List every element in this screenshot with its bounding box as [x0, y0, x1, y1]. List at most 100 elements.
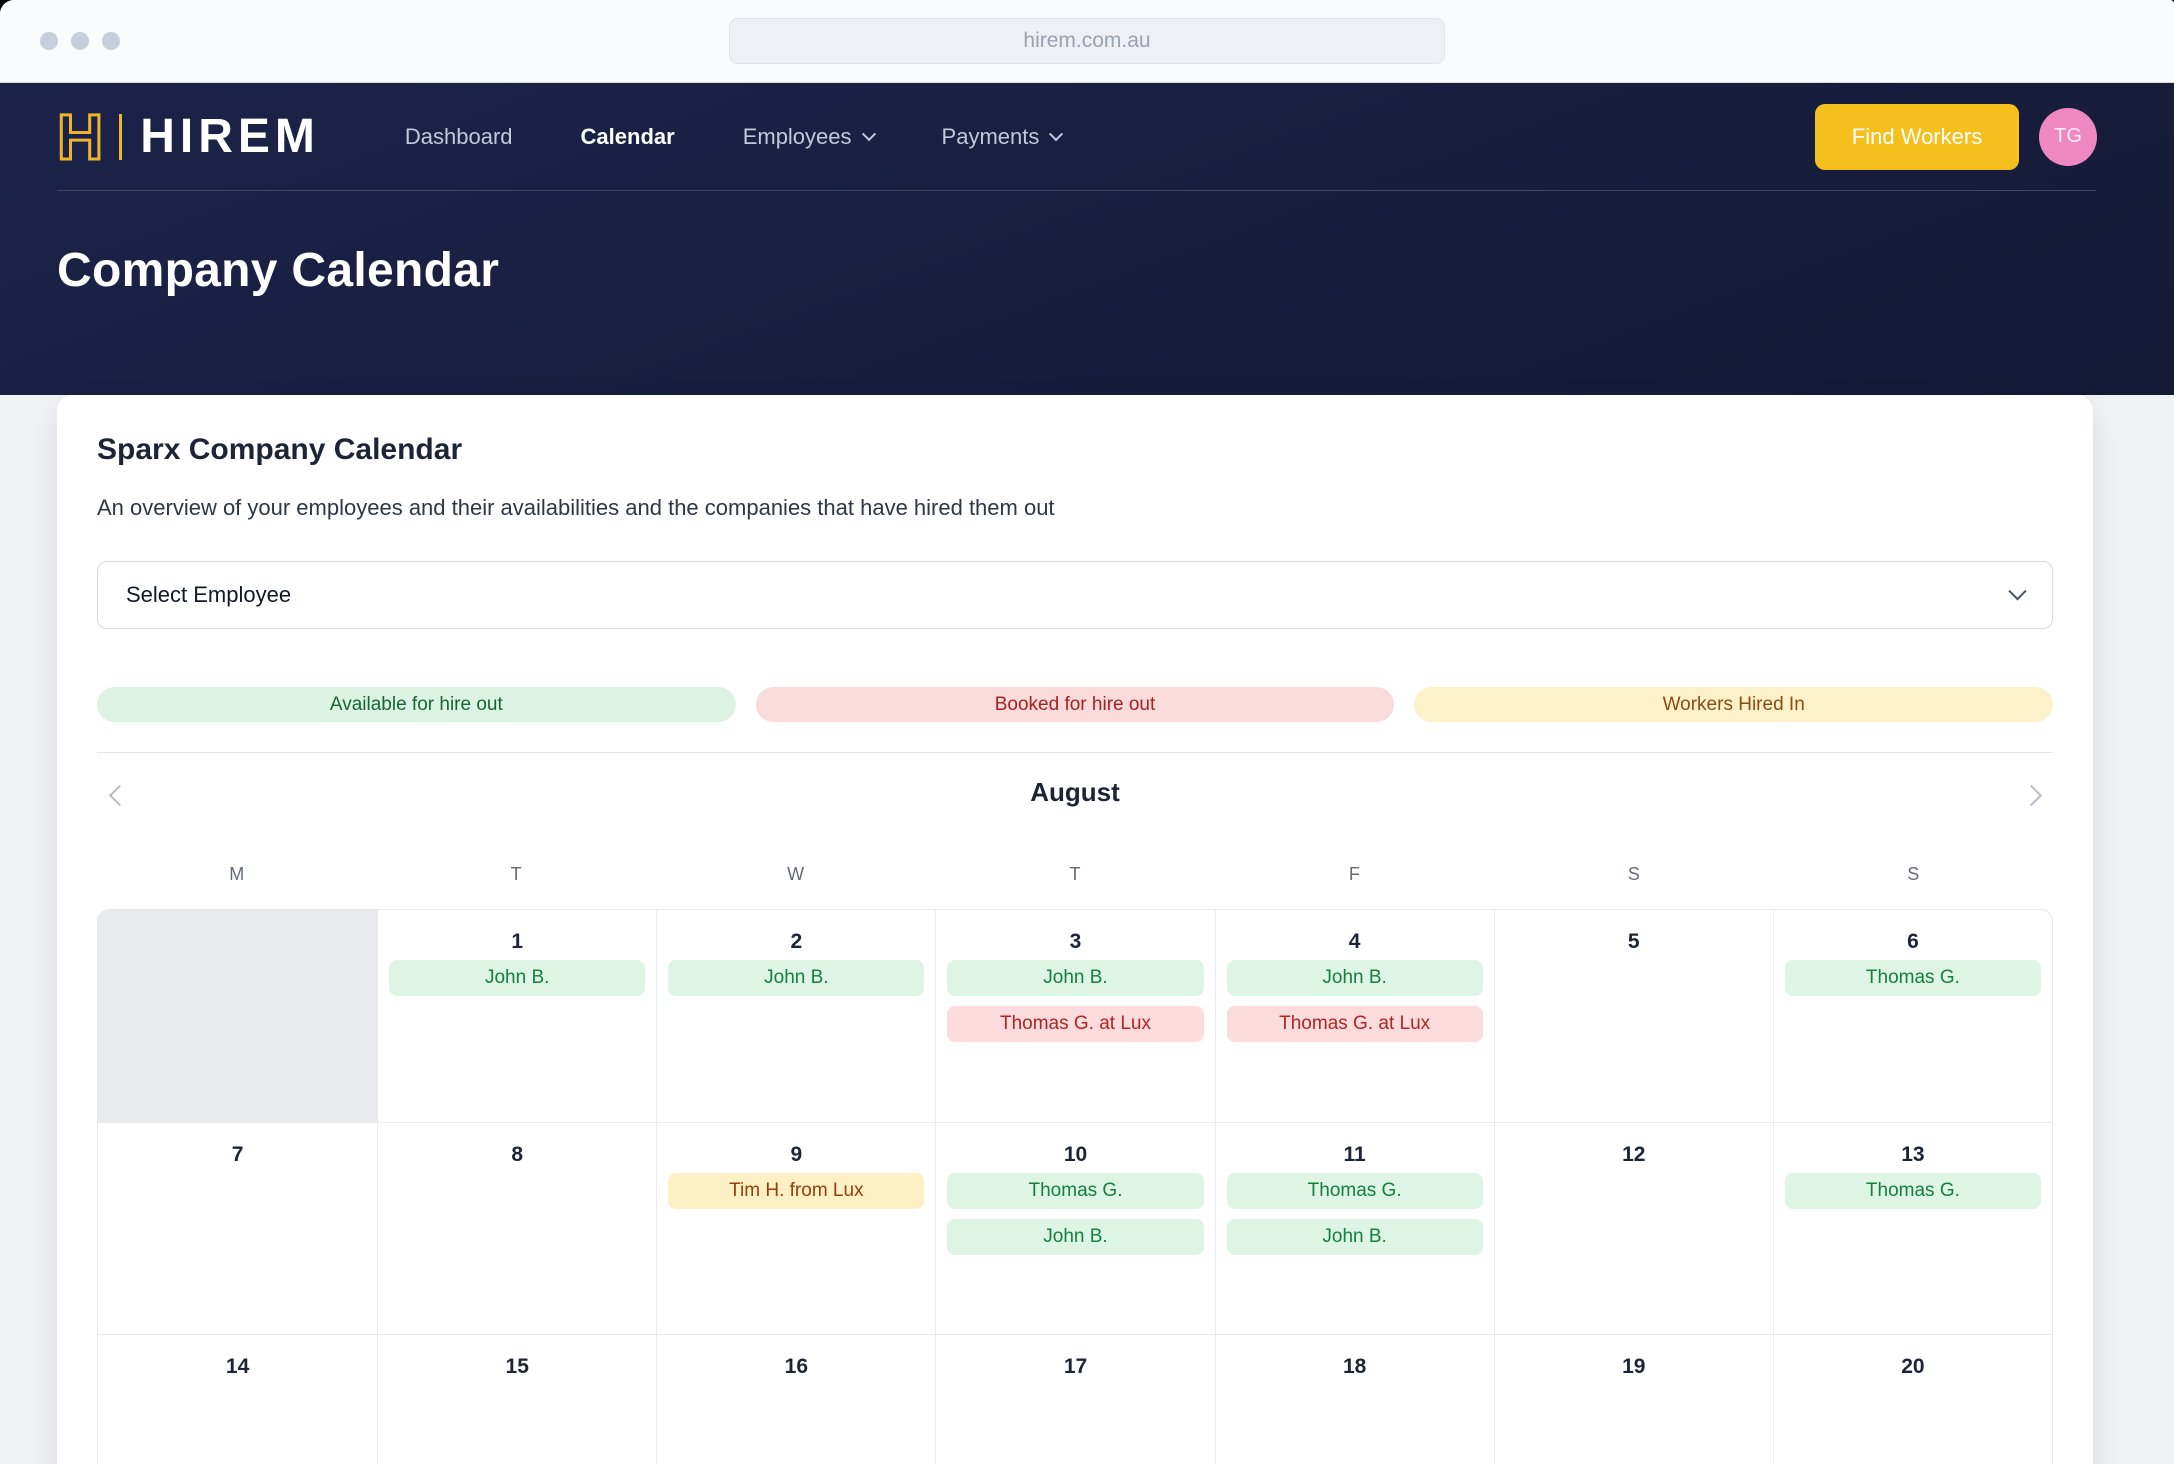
nav-item-calendar[interactable]: Calendar — [581, 124, 675, 150]
weekday-label: M — [229, 864, 245, 884]
url-text: hirem.com.au — [1023, 29, 1151, 52]
nav-item-payments[interactable]: Payments — [942, 124, 1064, 150]
event-chip[interactable]: Thomas G. at Lux — [1226, 1006, 1483, 1042]
chevron-right-icon — [2020, 784, 2042, 806]
calendar-week-row: 1 John B. 2 John B. 3 John B. Thomas G. at Lux… — [98, 910, 2052, 1122]
user-avatar[interactable]: TG — [2039, 107, 2097, 166]
window-control-dot[interactable] — [71, 32, 89, 50]
find-workers-button[interactable]: Find Workers — [1815, 103, 2019, 170]
calendar-prev-button[interactable] — [99, 777, 139, 813]
day-number: 15 — [505, 1355, 529, 1378]
weekday-header-row: M T W T F S S — [97, 864, 2053, 885]
company-calendar-card: Sparx Company Calendar An overview of yo… — [57, 395, 2093, 1464]
calendar-cell-day-15[interactable]: 15 — [377, 1335, 656, 1464]
day-number: 7 — [231, 1143, 244, 1166]
day-number: 14 — [225, 1355, 250, 1378]
url-bar[interactable]: hirem.com.au — [729, 18, 1445, 64]
calendar-legend: Available for hire out Booked for hire o… — [97, 687, 2054, 722]
month-navigation: August — [97, 753, 2053, 808]
day-number: 4 — [1348, 930, 1361, 953]
chevron-down-icon — [1049, 126, 1064, 141]
legend-pill-booked: Booked for hire out — [755, 687, 1395, 722]
legend-pill-hired-in: Workers Hired In — [1414, 687, 2054, 722]
chevron-left-icon — [108, 784, 130, 806]
day-number: 8 — [511, 1143, 524, 1166]
calendar-next-button[interactable] — [2011, 777, 2051, 813]
weekday-label: S — [1627, 864, 1640, 884]
calendar-cell-day-8[interactable]: 8 — [377, 1123, 656, 1334]
day-number: 16 — [784, 1355, 809, 1378]
calendar-cell-day-13[interactable]: 13 Thomas G. — [1772, 1123, 2052, 1334]
weekday-label: W — [787, 864, 805, 884]
day-number: 9 — [790, 1143, 803, 1166]
nav-item-label: Employees — [742, 123, 852, 149]
event-chip[interactable]: Thomas G. — [1784, 960, 2041, 996]
brand-logo[interactable]: H HIREM — [55, 100, 320, 173]
nav-item-label: Calendar — [580, 123, 675, 149]
chevron-down-icon — [2008, 581, 2027, 600]
event-list: Thomas G. — [1774, 960, 2052, 996]
event-list: Thomas G. John B. — [936, 1173, 1214, 1255]
calendar-cell-day-10[interactable]: 10 Thomas G. John B. — [935, 1123, 1214, 1334]
calendar-cell-day-16[interactable]: 16 — [656, 1335, 935, 1464]
weekday-label: T — [1069, 864, 1081, 884]
day-number: 11 — [1343, 1143, 1366, 1166]
calendar-cell-day-3[interactable]: 3 John B. Thomas G. at Lux — [935, 910, 1214, 1122]
day-number: 20 — [1901, 1355, 1925, 1378]
calendar-cell-day-1[interactable]: 1 John B. — [377, 910, 656, 1122]
employee-select-value: Select Employee — [126, 582, 292, 607]
event-list: Thomas G. — [1774, 1173, 2052, 1209]
calendar-cell-day-7[interactable]: 7 — [98, 1123, 377, 1334]
calendar-cell-day-11[interactable]: 11 Thomas G. John B. — [1214, 1123, 1494, 1334]
weekday-label: F — [1348, 864, 1360, 884]
event-chip[interactable]: Thomas G. — [947, 1173, 1204, 1209]
nav-links: Dashboard Calendar Employees Payments — [405, 123, 1064, 150]
event-list: John B. Thomas G. at Lux — [936, 960, 1214, 1042]
calendar-cell-empty[interactable] — [98, 910, 378, 1122]
event-chip[interactable]: John B. — [668, 960, 925, 996]
brand-mark: H — [55, 100, 104, 173]
chevron-down-icon — [861, 126, 876, 141]
page-title: Company Calendar — [57, 244, 500, 297]
browser-chrome: hirem.com.au — [0, 0, 2174, 83]
event-chip[interactable]: John B. — [1226, 960, 1483, 996]
card-subtitle: An overview of your employees and their … — [97, 495, 1055, 520]
event-chip[interactable]: Tim H. from Lux — [668, 1173, 925, 1209]
event-list: John B. — [657, 960, 935, 996]
event-chip[interactable]: Thomas G. at Lux — [947, 1006, 1204, 1042]
legend-pill-available: Available for hire out — [97, 687, 736, 722]
nav-item-employees[interactable]: Employees — [742, 123, 876, 150]
event-chip[interactable]: John B. — [947, 1219, 1204, 1255]
window-control-dot[interactable] — [40, 32, 58, 50]
calendar-cell-day-4[interactable]: 4 John B. Thomas G. at Lux — [1214, 910, 1494, 1122]
day-number: 12 — [1622, 1143, 1646, 1166]
calendar-week-row: 7 8 9 Tim H. from Lux 10 Thomas G. John B. 11 Th… — [98, 1122, 2052, 1334]
calendar-cell-day-14[interactable]: 14 — [98, 1335, 377, 1464]
calendar-month-title: August — [1030, 777, 1120, 807]
calendar-cell-day-20[interactable]: 20 — [1772, 1335, 2052, 1464]
window-control-dot[interactable] — [102, 32, 120, 50]
event-chip[interactable]: Thomas G. — [1784, 1173, 2041, 1209]
employee-select[interactable]: Select Employee — [97, 561, 2053, 629]
day-number: 1 — [511, 930, 524, 953]
brand-separator — [119, 113, 123, 160]
brand-name: HIREM — [140, 110, 320, 163]
event-chip[interactable]: John B. — [389, 960, 646, 996]
calendar-cell-day-5[interactable]: 5 — [1493, 910, 1773, 1122]
calendar-week-row: 14 15 16 17 18 19 20 — [98, 1334, 2052, 1464]
day-number: 3 — [1069, 930, 1082, 953]
calendar-cell-day-9[interactable]: 9 Tim H. from Lux — [656, 1123, 935, 1334]
nav-item-dashboard[interactable]: Dashboard — [405, 124, 513, 150]
nav-item-label: Dashboard — [404, 123, 513, 149]
calendar-cell-day-17[interactable]: 17 — [935, 1335, 1214, 1464]
event-chip[interactable]: Thomas G. — [1226, 1173, 1483, 1209]
calendar-cell-day-18[interactable]: 18 — [1214, 1335, 1494, 1464]
calendar-cell-day-19[interactable]: 19 — [1493, 1335, 1773, 1464]
calendar-cell-day-12[interactable]: 12 — [1493, 1123, 1773, 1334]
calendar-cell-day-2[interactable]: 2 John B. — [656, 910, 935, 1122]
calendar-cell-day-6[interactable]: 6 Thomas G. — [1772, 910, 2052, 1122]
day-number: 2 — [790, 930, 803, 953]
event-chip[interactable]: John B. — [947, 960, 1204, 996]
navbar-divider — [57, 190, 2096, 191]
event-chip[interactable]: John B. — [1226, 1219, 1483, 1255]
